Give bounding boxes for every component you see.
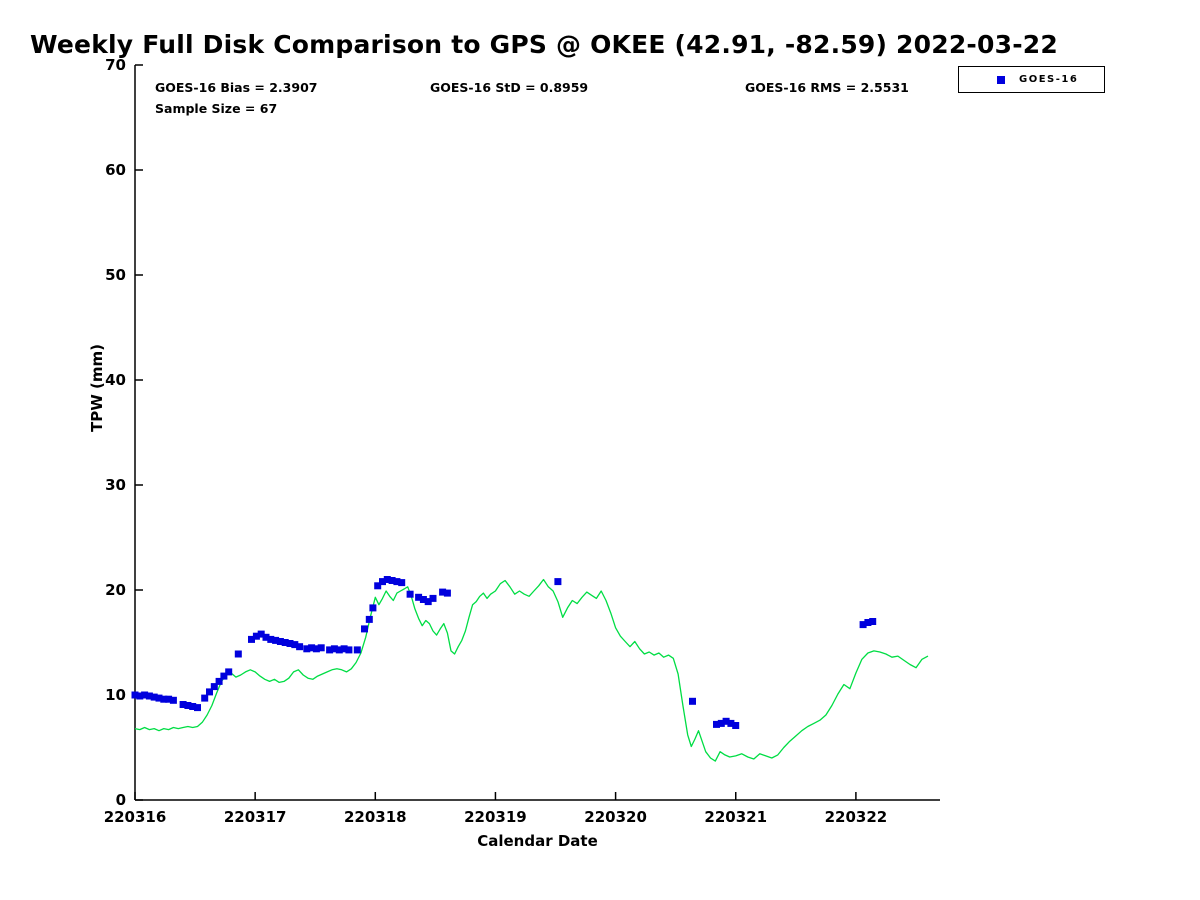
goes16-data-point bbox=[194, 704, 201, 712]
goes16-data-point bbox=[864, 619, 872, 626]
goes16-data-point bbox=[869, 618, 877, 625]
goes16-data-point bbox=[312, 645, 320, 653]
y-tick-label: 50 bbox=[105, 266, 126, 284]
goes16-data-point bbox=[859, 621, 867, 629]
x-tick-label: 220321 bbox=[704, 808, 767, 826]
goes16-data-point bbox=[145, 692, 153, 700]
goes16-data-point bbox=[689, 697, 696, 705]
goes16-data-point bbox=[406, 590, 414, 598]
y-tick-label: 70 bbox=[105, 56, 126, 74]
y-tick-label: 0 bbox=[116, 791, 126, 809]
goes16-data-point bbox=[424, 598, 432, 606]
goes16-data-point bbox=[272, 636, 280, 644]
goes16-data-point bbox=[179, 701, 187, 708]
y-tick-label: 60 bbox=[105, 161, 126, 179]
goes16-data-point bbox=[141, 691, 149, 699]
goes16-data-point bbox=[184, 702, 192, 709]
legend-goes16-marker-icon bbox=[997, 75, 1005, 84]
y-tick-label: 20 bbox=[105, 581, 126, 599]
goes16-data-point bbox=[131, 691, 139, 699]
goes16-data-point bbox=[335, 646, 343, 654]
legend-goes16-label: GOES-16 bbox=[1019, 74, 1079, 85]
goes16-data-point bbox=[150, 693, 158, 701]
goes16-data-point bbox=[267, 635, 275, 643]
y-tick-label: 30 bbox=[105, 476, 126, 494]
goes16-data-point bbox=[257, 630, 265, 638]
goes16-data-point bbox=[330, 645, 338, 653]
stat-bias: GOES-16 Bias = 2.3907 bbox=[155, 80, 318, 95]
stat-rms: GOES-16 RMS = 2.5531 bbox=[745, 80, 909, 95]
gps-line-series bbox=[134, 578, 929, 762]
goes16-data-point bbox=[276, 638, 284, 645]
goes16-data-point bbox=[248, 635, 255, 643]
goes16-data-point bbox=[393, 578, 401, 586]
goes16-data-point bbox=[160, 695, 168, 703]
goes16-data-point bbox=[308, 644, 316, 652]
goes16-data-point bbox=[303, 645, 311, 653]
goes16-data-point bbox=[722, 717, 730, 725]
goes16-data-point bbox=[439, 588, 447, 596]
goes16-data-point bbox=[215, 677, 223, 685]
goes16-data-point bbox=[388, 577, 396, 584]
goes16-data-point bbox=[201, 694, 209, 702]
x-tick-label: 220322 bbox=[825, 808, 888, 826]
legend: GOES-16 bbox=[958, 66, 1105, 93]
goes16-data-point bbox=[379, 578, 386, 586]
goes16-data-point bbox=[345, 646, 353, 654]
goes16-data-point bbox=[262, 633, 270, 641]
stat-std: GOES-16 StD = 0.8959 bbox=[430, 80, 589, 95]
goes16-data-point bbox=[165, 695, 173, 703]
x-tick-label: 220319 bbox=[464, 808, 527, 826]
goes16-data-point bbox=[419, 596, 427, 603]
goes16-data-point bbox=[713, 720, 720, 728]
x-tick-label: 220316 bbox=[104, 808, 167, 826]
goes16-data-point bbox=[317, 644, 325, 652]
goes16-data-point bbox=[365, 615, 373, 623]
stat-sample-size: Sample Size = 67 bbox=[155, 101, 278, 116]
goes16-data-point bbox=[443, 589, 451, 597]
goes16-data-point bbox=[340, 645, 348, 653]
goes16-data-point bbox=[281, 639, 289, 646]
goes16-data-point bbox=[189, 703, 197, 710]
goes16-data-point bbox=[326, 646, 334, 654]
x-tick-label: 220318 bbox=[344, 808, 407, 826]
goes16-data-point bbox=[415, 593, 423, 601]
goes16-data-point bbox=[353, 646, 361, 654]
goes16-data-point bbox=[169, 696, 177, 704]
goes16-data-point bbox=[717, 719, 725, 727]
goes16-data-point bbox=[374, 582, 382, 590]
goes16-data-point bbox=[429, 594, 437, 602]
y-tick-label: 10 bbox=[105, 686, 126, 704]
y-tick-label: 40 bbox=[105, 371, 126, 389]
goes16-data-point bbox=[155, 694, 163, 702]
goes16-data-point bbox=[383, 576, 391, 583]
goes16-data-point bbox=[210, 683, 218, 691]
goes16-data-point bbox=[225, 668, 233, 676]
goes16-data-point bbox=[136, 692, 144, 700]
goes16-data-point bbox=[361, 625, 368, 633]
goes16-data-point bbox=[554, 578, 562, 586]
x-tick-label: 220317 bbox=[224, 808, 287, 826]
goes16-data-point bbox=[234, 650, 242, 658]
goes16-data-point bbox=[727, 719, 735, 727]
goes16-data-point bbox=[732, 722, 740, 729]
goes16-data-point bbox=[286, 640, 294, 647]
goes16-data-point bbox=[291, 641, 299, 649]
goes16-data-point bbox=[252, 632, 260, 640]
x-axis-label: Calendar Date bbox=[477, 832, 598, 850]
goes16-data-point bbox=[369, 604, 377, 612]
goes16-data-point bbox=[220, 672, 228, 680]
goes16-data-point bbox=[398, 579, 406, 587]
goes16-data-point bbox=[296, 643, 304, 651]
chart-title: Weekly Full Disk Comparison to GPS @ OKE… bbox=[30, 30, 1058, 59]
x-tick-label: 220320 bbox=[584, 808, 647, 826]
goes16-data-point bbox=[206, 688, 213, 696]
